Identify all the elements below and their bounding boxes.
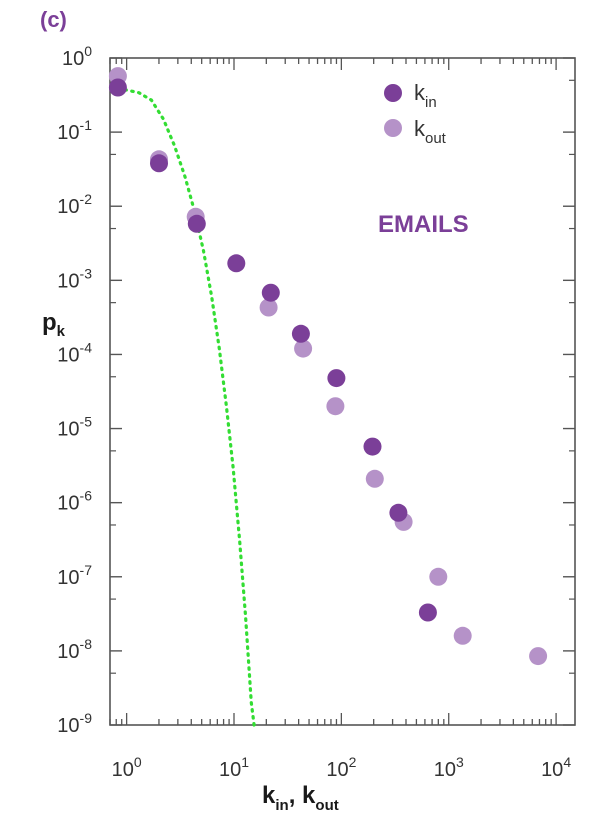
y-tick-label: 10-7 (57, 562, 92, 589)
y-tick-label: 10-4 (57, 339, 92, 366)
data-point-k-out (259, 298, 278, 317)
data-point-k-in (327, 369, 346, 388)
panel-label: (c) (40, 7, 67, 32)
x-axis-title-separator: , (289, 782, 302, 809)
y-tick-label-base: 10 (57, 122, 79, 144)
legend-label-k-out-base: k (414, 116, 426, 141)
x-tick-label-exponent: 0 (134, 754, 142, 770)
y-axis-title-sub: k (57, 323, 66, 340)
x-tick-labels: 100 101 102 103 104 (112, 754, 572, 781)
y-axis-title: pk (42, 309, 66, 340)
y-tick-label-base: 10 (57, 493, 79, 515)
fit-curves (116, 88, 256, 727)
x-tick-label: 101 (219, 754, 249, 781)
x-tick-label-base: 10 (326, 759, 348, 781)
y-tick-label-exponent: -6 (80, 488, 93, 504)
x-tick-label-base: 10 (219, 759, 241, 781)
legend-label-k-in-sub: in (425, 94, 437, 111)
x-tick-label: 102 (326, 754, 356, 781)
y-tick-label-exponent: -5 (80, 414, 93, 430)
y-tick-label-exponent: -3 (80, 265, 93, 281)
plot-frame (109, 57, 576, 726)
data-point-k-in (187, 214, 206, 233)
y-tick-label: 10-9 (57, 710, 92, 737)
y-tick-label: 10-1 (57, 117, 92, 144)
y-tick-label-exponent: -8 (80, 636, 93, 652)
data-point-k-out (294, 339, 313, 358)
data-point-k-in (261, 283, 280, 302)
x-tick-label-exponent: 1 (241, 754, 249, 770)
x-tick-label-base: 10 (434, 759, 456, 781)
x-axis-title-base-2: k (302, 782, 316, 809)
x-tick-label: 104 (541, 754, 571, 781)
y-tick-label-base: 10 (57, 641, 79, 663)
x-axis-title-base-1: k (262, 782, 276, 809)
data-point-k-out (365, 469, 384, 488)
y-tick-label-base: 10 (62, 48, 84, 70)
y-tick-label: 10-2 (57, 191, 92, 218)
data-point-k-in (291, 324, 310, 343)
y-tick-label-base: 10 (57, 196, 79, 218)
x-tick-label: 100 (112, 754, 142, 781)
legend-marker-k-in (384, 84, 402, 102)
data-point-k-out (529, 647, 548, 666)
y-tick-label: 10-3 (57, 265, 92, 292)
y-tick-label-exponent: -4 (80, 339, 93, 355)
y-tick-label-base: 10 (57, 715, 79, 737)
data-point-k-in (108, 78, 127, 97)
annotation-emails: EMAILS (378, 211, 469, 238)
y-tick-label: 100 (62, 43, 92, 70)
y-tick-label-base: 10 (57, 344, 79, 366)
legend-label-k-out: kout (414, 116, 447, 147)
x-tick-label: 103 (434, 754, 464, 781)
x-tick-label-exponent: 4 (563, 754, 571, 770)
data-point-k-in (418, 603, 437, 622)
data-point-k-in (150, 154, 168, 173)
x-axis-title-sub-2: out (315, 797, 338, 814)
legend-marker-k-out (384, 119, 402, 137)
y-tick-label-base: 10 (57, 270, 79, 292)
y-tick-label: 10-8 (57, 636, 92, 663)
x-tick-label-base: 10 (541, 759, 563, 781)
x-tick-label-exponent: 2 (349, 754, 357, 770)
data-point-k-out (429, 567, 448, 586)
legend-label-k-in-base: k (414, 80, 426, 105)
x-axis-title-sub-1: in (275, 797, 288, 814)
legend-label-k-out-sub: out (425, 130, 447, 147)
y-tick-label: 10-6 (57, 488, 92, 515)
y-tick-label-base: 10 (57, 419, 79, 441)
legend: kin kout (384, 80, 447, 147)
data-point-k-in (227, 254, 246, 273)
data-point-k-in (389, 503, 408, 522)
x-axis-title: kin, kout (262, 782, 339, 814)
x-tick-label-base: 10 (112, 759, 134, 781)
data-point-k-out (326, 397, 345, 416)
fit-curve (116, 88, 256, 727)
y-axis-title-base: p (42, 309, 57, 336)
x-tick-label-exponent: 3 (456, 754, 464, 770)
y-tick-label-exponent: -2 (80, 191, 93, 207)
data-point-k-in (363, 437, 382, 456)
data-points (108, 67, 548, 666)
y-tick-label-exponent: 0 (84, 43, 92, 59)
y-tick-label-exponent: -7 (80, 562, 93, 578)
y-tick-label: 10-5 (57, 414, 92, 441)
y-tick-label-exponent: -1 (80, 117, 93, 133)
y-tick-label-exponent: -9 (80, 710, 93, 726)
legend-label-k-in: kin (414, 80, 437, 111)
data-point-k-out (453, 626, 472, 645)
axis-ticks (109, 57, 575, 726)
y-tick-label-base: 10 (57, 567, 79, 589)
